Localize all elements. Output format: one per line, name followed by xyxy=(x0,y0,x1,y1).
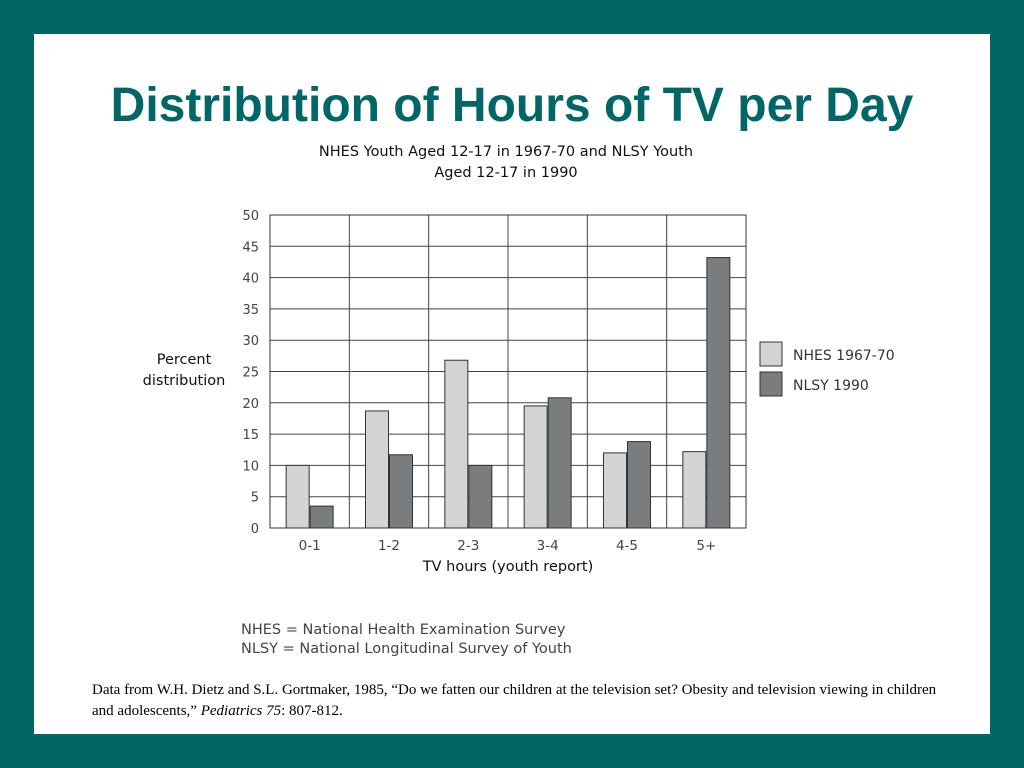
x-tick-label-1: 1-2 xyxy=(378,538,400,554)
y-tick-label-9: 45 xyxy=(242,240,259,255)
bar-nlsy-3 xyxy=(547,397,572,529)
footnote-pages: : 807-812. xyxy=(281,703,343,719)
legend-swatch-nlsy xyxy=(759,371,783,397)
x-tick-label-4: 4-5 xyxy=(616,538,638,554)
bar-chart: 0 5 10 15 20 25 30 35 40 45 50 0-1 1-2 2-3 3-4 4-5 5+ NH… xyxy=(143,144,895,657)
chart-bars xyxy=(285,257,731,529)
plot-frame xyxy=(269,214,747,529)
footnote-text: Data from W.H. Dietz and S.L. Gortmaker,… xyxy=(92,682,937,719)
x-tick-label-5: 5+ xyxy=(696,538,716,554)
legend: NHES 1967-70 NLSY 1990 xyxy=(759,341,895,397)
abbreviation-nlsy: NLSY = National Longitudinal Survey of Y… xyxy=(241,641,572,657)
bar-nhes-2 xyxy=(444,359,469,529)
legend-swatch-nhes xyxy=(759,341,783,367)
bar-nlsy-4 xyxy=(627,441,651,529)
y-tick-label-4: 20 xyxy=(242,397,259,412)
y-tick-label-1: 5 xyxy=(251,491,259,506)
y-tick-label-2: 10 xyxy=(242,459,259,474)
x-axis-label: TV hours (youth report) xyxy=(422,559,594,575)
x-tick-label-0: 0-1 xyxy=(299,538,321,554)
bar-nlsy-1 xyxy=(389,454,413,529)
bar-nhes-1 xyxy=(365,410,389,529)
y-tick-label-5: 25 xyxy=(242,366,259,381)
abbreviation-nhes: NHES = National Health Examination Surve… xyxy=(241,622,566,638)
bar-nlsy-0 xyxy=(309,505,334,529)
bar-nlsy-2 xyxy=(468,464,493,529)
legend-label-nhes: NHES 1967-70 xyxy=(793,348,895,364)
bar-nhes-4 xyxy=(603,452,627,529)
legend-label-nlsy: NLSY 1990 xyxy=(793,378,869,394)
y-tick-label-10: 50 xyxy=(242,209,259,224)
source-footnote: Data from W.H. Dietz and S.L. Gortmaker,… xyxy=(92,680,952,722)
chart-ticks: 0 5 10 15 20 25 30 35 40 45 50 0-1 1-2 2-3 3-4 4-5 5+ xyxy=(242,209,716,554)
y-tick-label-3: 15 xyxy=(242,428,259,443)
footnote-journal: Pediatrics 75 xyxy=(200,703,282,719)
chart-title-line-1: NHES Youth Aged 12-17 in 1967-70 and NLS… xyxy=(319,144,693,160)
bar-nhes-5 xyxy=(682,451,707,529)
chart-grid xyxy=(270,214,746,529)
y-tick-label-7: 35 xyxy=(242,303,259,318)
y-tick-label-0: 0 xyxy=(251,522,259,537)
chart-title-line-2: Aged 12-17 in 1990 xyxy=(434,165,577,181)
y-tick-label-8: 40 xyxy=(242,272,259,287)
slide: Distribution of Hours of TV per Day 0 5 10… xyxy=(34,34,990,734)
bar-nlsy-5 xyxy=(706,257,731,529)
x-tick-label-3: 3-4 xyxy=(537,538,559,554)
bar-nhes-3 xyxy=(523,405,548,529)
bar-nhes-0 xyxy=(285,464,310,529)
y-axis-label-line-1: Percent xyxy=(157,352,212,368)
y-axis-label-line-2: distribution xyxy=(143,373,226,389)
slide-title: Distribution of Hours of TV per Day xyxy=(110,79,914,132)
y-tick-label-6: 30 xyxy=(242,334,259,349)
x-tick-label-2: 2-3 xyxy=(457,538,479,554)
